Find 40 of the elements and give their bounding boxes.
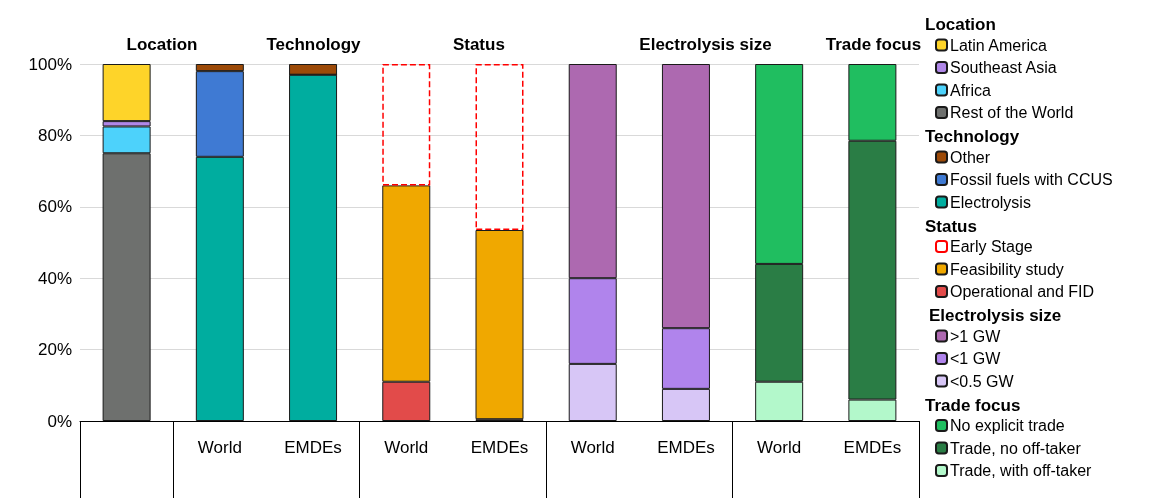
legend-label: >1 GW — [950, 327, 1002, 345]
x-tick-label: EMDEs — [843, 438, 902, 457]
legend-label: Operational and FID — [950, 283, 1095, 300]
legend-label: Africa — [950, 81, 991, 99]
text: Status — [925, 216, 977, 236]
text: Status — [452, 35, 505, 54]
x-tick-label: World — [757, 438, 802, 457]
legend-label: <0.5 GW — [950, 372, 1015, 390]
legend-label: Early Stage — [950, 238, 1033, 255]
text: Technology — [925, 127, 1020, 146]
y-tick-label: 0% — [47, 411, 72, 431]
legend-label: Southeast Asia — [950, 59, 1057, 76]
text: Electrolysis size — [639, 35, 772, 54]
legend-label: Other — [950, 148, 991, 166]
x-tick-label: EMDEs — [284, 438, 342, 457]
legend-label: Feasibility study — [950, 260, 1064, 278]
y-tick-label: 40% — [37, 268, 72, 288]
legend-label: Trade, with off-taker — [950, 462, 1093, 479]
legend-label: No explicit trade — [950, 417, 1065, 434]
y-tick-label: 20% — [37, 340, 72, 360]
legend-label: Fossil fuels with CCUS — [950, 171, 1113, 188]
text: Trade focus — [825, 35, 922, 54]
text: Trade focus — [925, 395, 1021, 415]
legend-label: Rest of the World — [950, 104, 1074, 121]
text: Location — [925, 15, 996, 34]
legend-label: <1 GW — [950, 350, 1002, 367]
x-tick-label: EMDEs — [657, 438, 715, 457]
x-tick-label: EMDEs — [470, 438, 529, 457]
y-tick-label: 80% — [37, 125, 72, 145]
text: Technology — [266, 35, 361, 54]
text: Electrolysis size — [929, 306, 1062, 325]
x-tick-label: World — [197, 438, 242, 457]
x-tick-label: World — [570, 438, 615, 457]
legend-label: Latin America — [950, 36, 1048, 54]
text: Location — [126, 35, 198, 54]
y-tick-label: 100% — [28, 54, 72, 74]
legend-label: Trade, no off-taker — [950, 439, 1082, 457]
legend-label: Electrolysis — [950, 193, 1031, 211]
x-tick-label: World — [384, 438, 429, 457]
y-tick-label: 60% — [37, 197, 72, 217]
